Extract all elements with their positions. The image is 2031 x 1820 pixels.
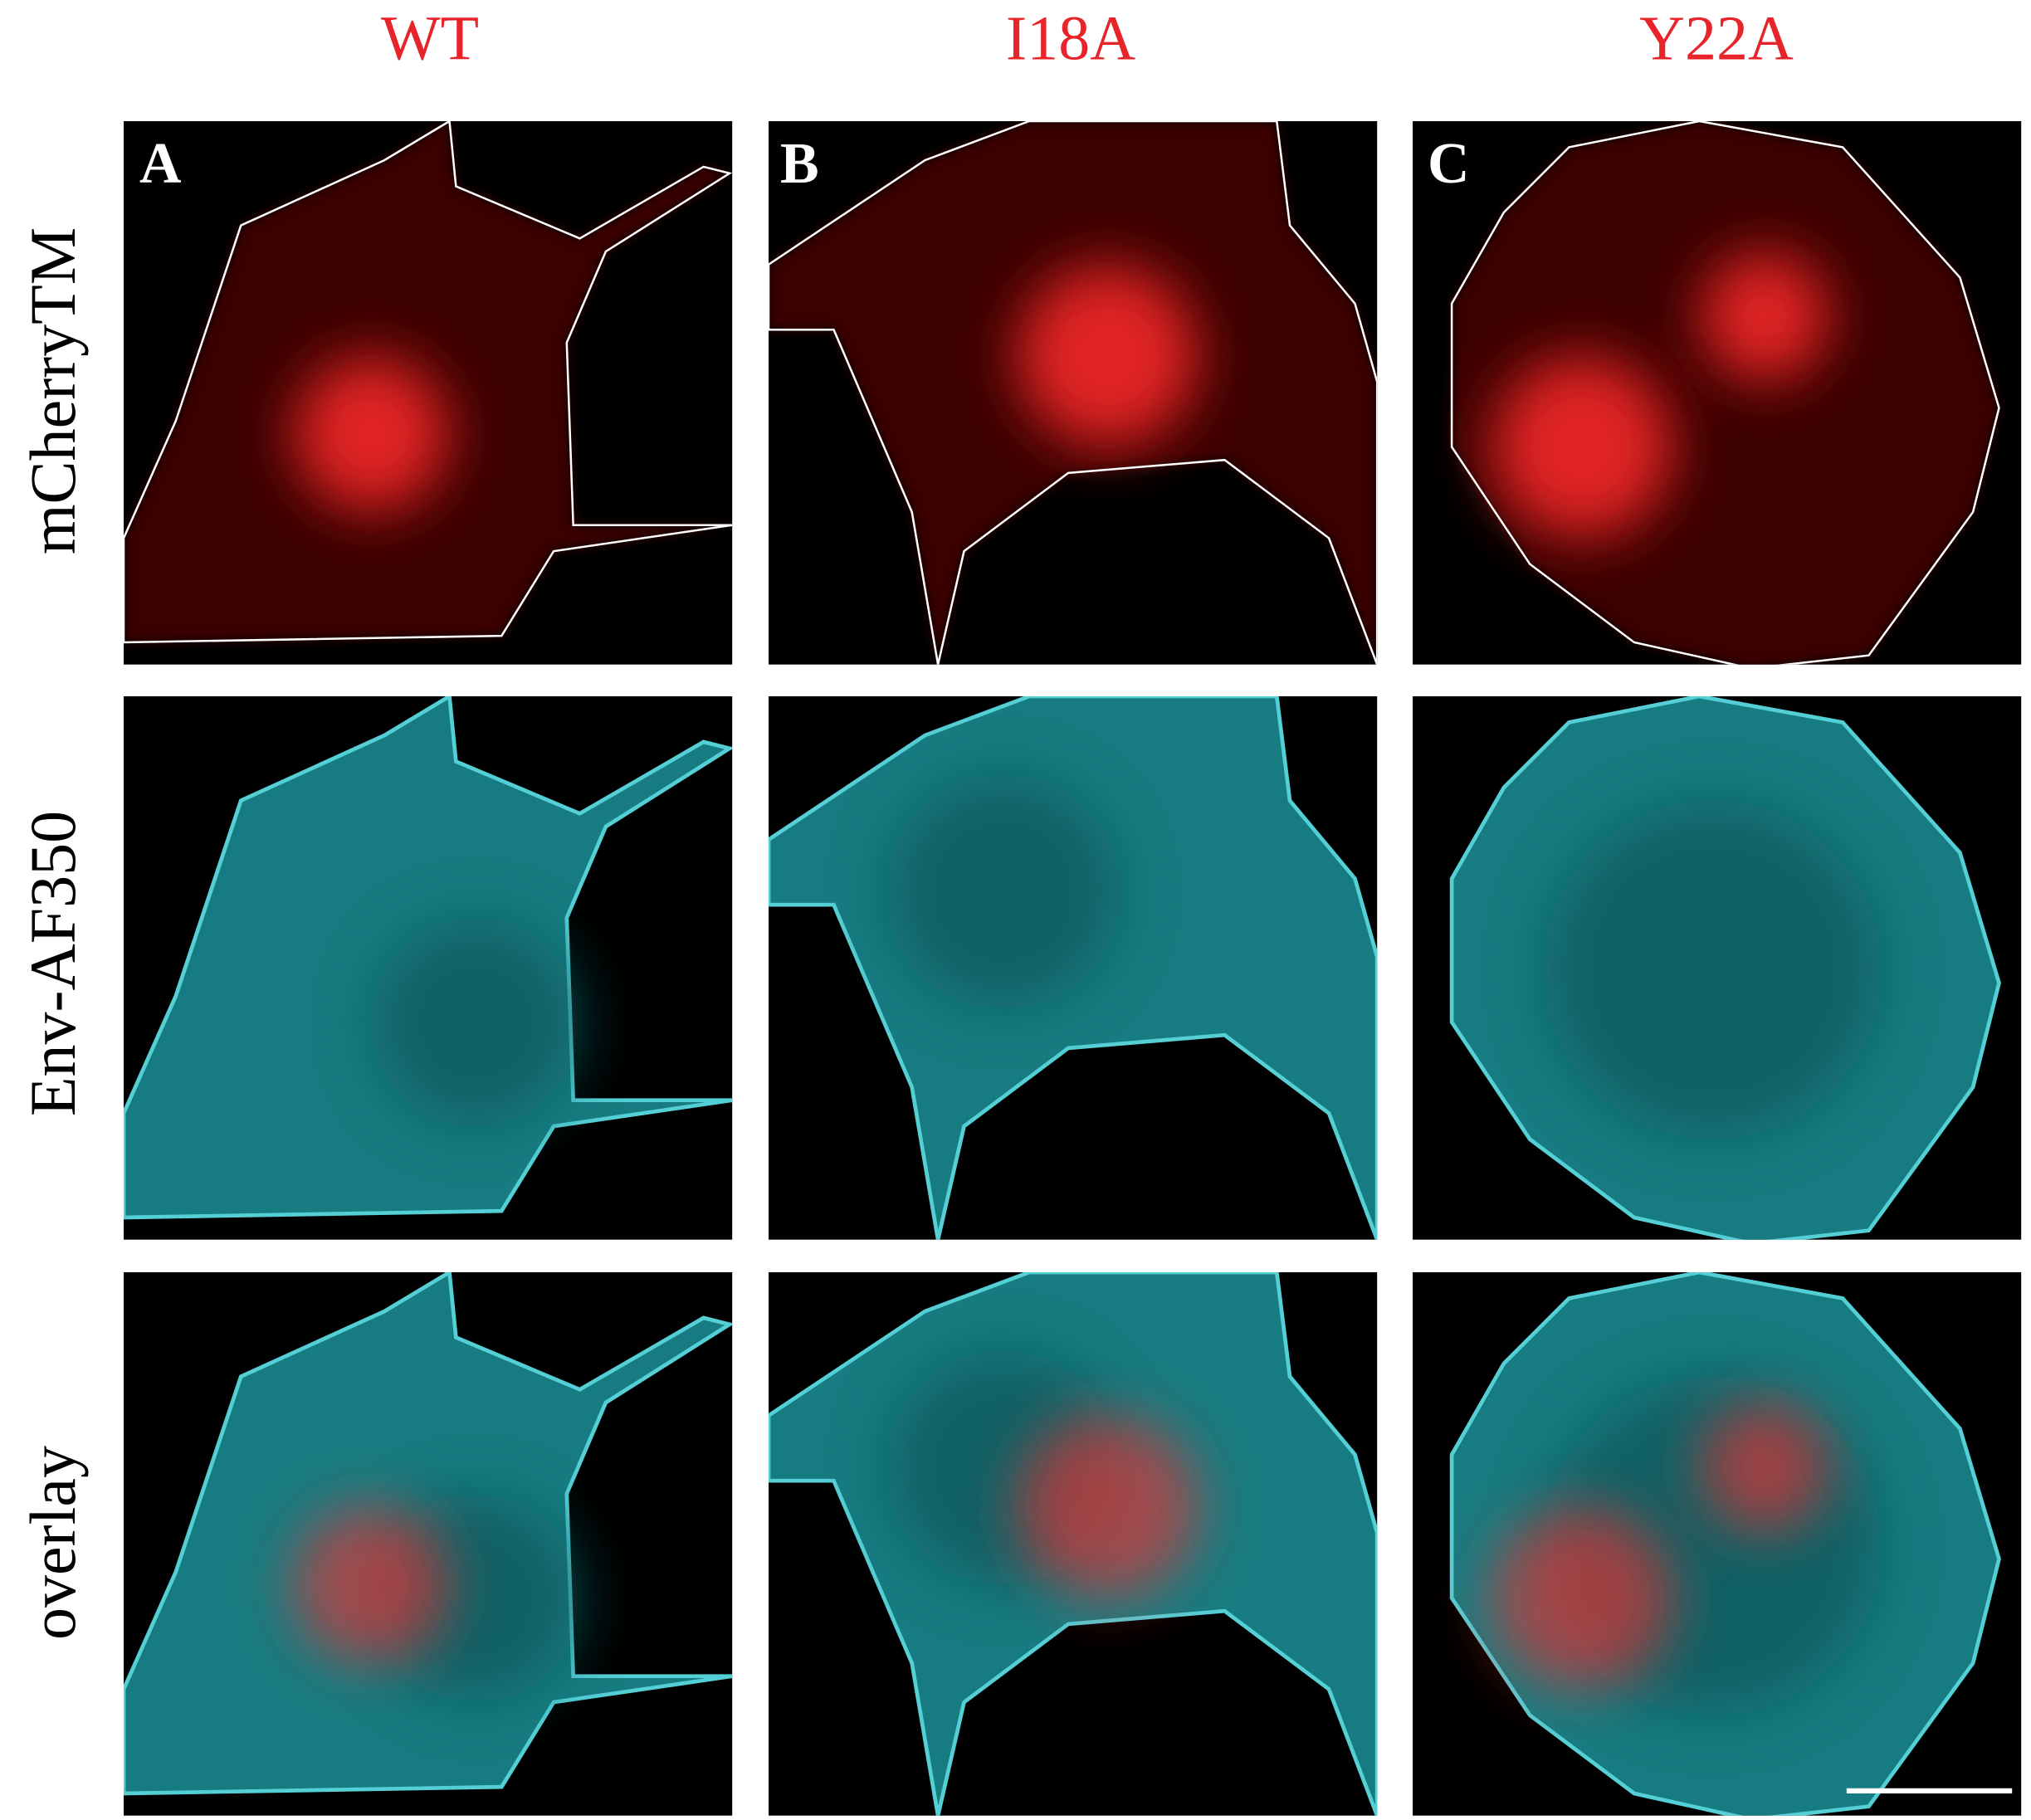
panel-grid <box>124 121 2022 1816</box>
mcherry-cluster <box>293 355 450 512</box>
panel-content <box>124 1272 733 1796</box>
micrograph-panel <box>124 121 733 665</box>
micrograph-panel <box>1413 1272 2022 1816</box>
column-header: I18A <box>1006 3 1135 73</box>
panel-content <box>769 121 1378 665</box>
row-label: mCherryTM <box>17 227 89 554</box>
micrograph-panel <box>769 1272 1378 1816</box>
row-label: overlay <box>17 1446 89 1640</box>
micrograph-panel <box>124 696 733 1240</box>
mcherry-cluster <box>1491 355 1673 539</box>
nucleus <box>1543 800 1882 1139</box>
micrograph-panel <box>1413 696 2022 1240</box>
panel-letter: C <box>1428 132 1470 196</box>
nucleus <box>371 917 580 1127</box>
panel-letter: A <box>139 132 182 196</box>
cell-outline <box>769 121 1378 665</box>
mcherry-cluster <box>1699 251 1830 382</box>
mcherry-cluster <box>293 1506 450 1663</box>
cell-outline <box>1450 121 2000 665</box>
panel-content <box>1449 696 2001 1240</box>
mcherry-cluster <box>1016 1415 1199 1598</box>
micrograph-panel <box>124 1272 733 1816</box>
column-header: Y22A <box>1639 3 1794 73</box>
mcherry-cluster <box>1699 1403 1830 1533</box>
row-label: Env-AF350 <box>17 811 89 1116</box>
micrograph-panel <box>1413 121 2022 665</box>
micrograph-panel <box>769 121 1378 665</box>
panel-content <box>769 1272 1378 1816</box>
cell-outline <box>124 121 733 644</box>
nucleus <box>886 774 1120 1009</box>
panel-letter: B <box>780 132 819 196</box>
column-header: WT <box>381 3 479 73</box>
panel-content <box>1449 1272 2001 1816</box>
mcherry-cluster <box>1016 264 1199 447</box>
mcherry-cluster <box>1491 1506 1673 1690</box>
panel-content <box>124 696 733 1220</box>
panel-content <box>1450 121 2000 665</box>
panel-content <box>124 121 733 644</box>
micrograph-panel <box>769 696 1378 1240</box>
panel-content <box>769 696 1378 1240</box>
